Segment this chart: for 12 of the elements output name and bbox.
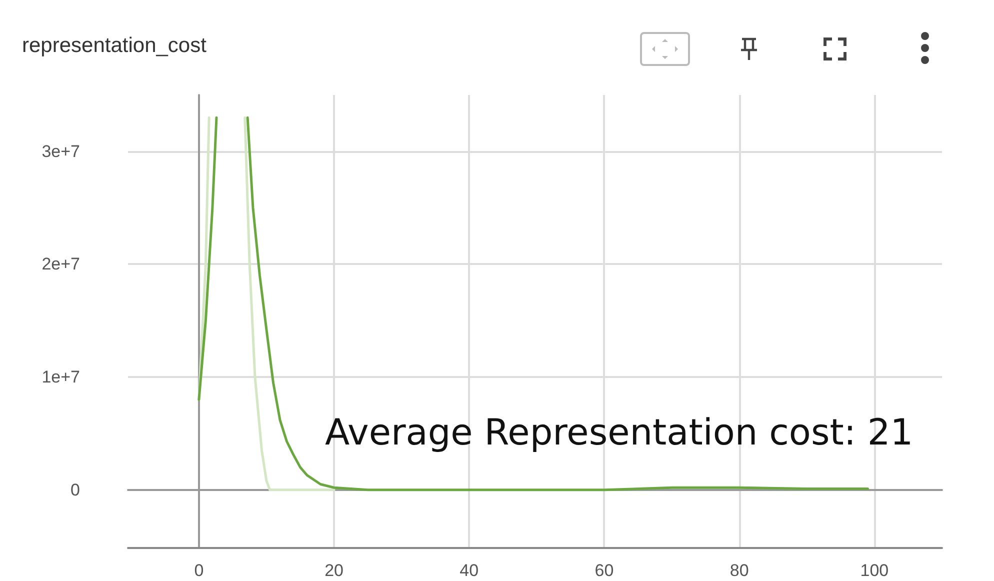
x-tick-label: 100 [860,561,889,580]
x-tick-label: 60 [594,561,614,580]
chart-title: representation_cost [22,34,206,58]
x-tick-label: 20 [324,561,344,580]
y-tick-label: 2e+7 [42,254,80,274]
y-tick-label: 0 [70,480,80,500]
y-tick-label: 3e+7 [42,142,80,161]
x-tick-label: 0 [194,561,204,580]
y-tick-label: 1e+7 [42,368,80,387]
x-tick-label: 40 [460,561,479,580]
annotation: Average Representation cost: 21 [325,412,914,454]
x-tick-label: 80 [730,561,749,580]
